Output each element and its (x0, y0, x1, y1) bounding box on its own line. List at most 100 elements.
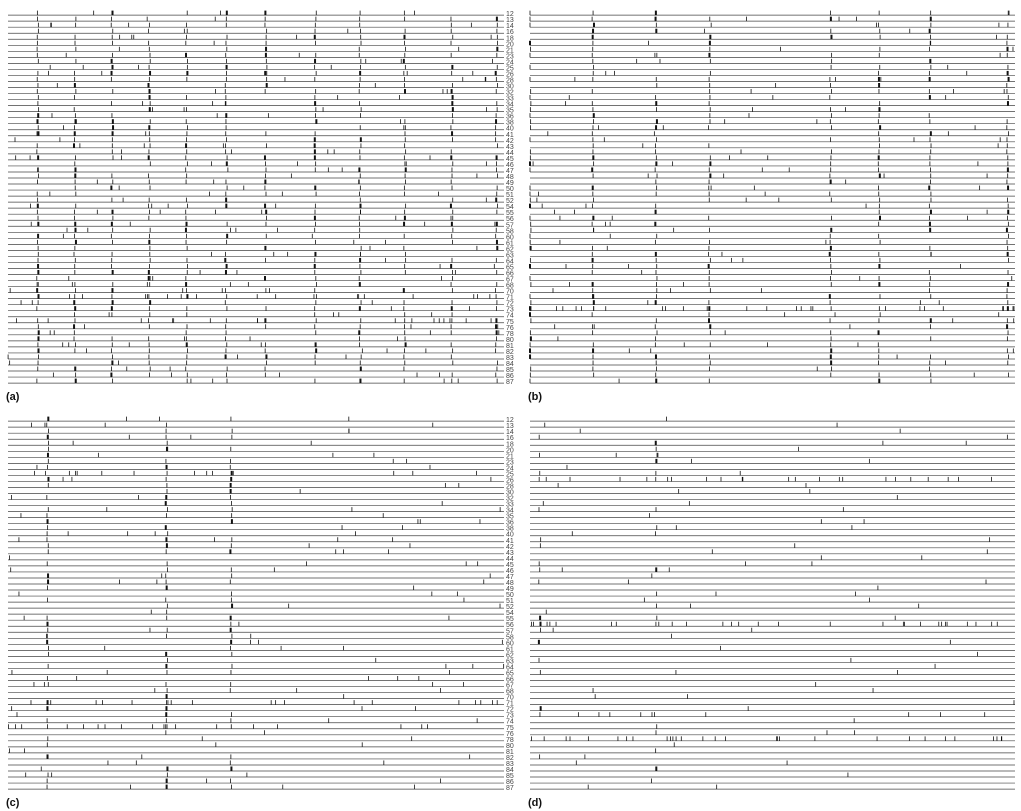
row-label: 73 (506, 307, 514, 314)
row-label: 81 (506, 343, 514, 350)
row-label: 47 (506, 168, 514, 175)
row-label: 21 (506, 47, 514, 54)
row-label: 46 (506, 568, 514, 575)
row-label: 46 (506, 162, 514, 169)
row-label: 14 (506, 23, 514, 30)
raster-panel-b (529, 10, 1015, 384)
raster-panel-a: 1213141618202123242526283032333435363840… (7, 10, 514, 386)
row-label: 26 (506, 71, 514, 78)
row-label: 23 (506, 459, 514, 466)
row-label: 51 (506, 598, 514, 605)
panel-a-label: (a) (6, 391, 20, 403)
row-label: 65 (506, 264, 514, 271)
row-label: 48 (506, 580, 514, 587)
row-label: 68 (506, 283, 514, 290)
row-label: 74 (506, 313, 514, 320)
row-label: 54 (506, 610, 514, 617)
row-label: 83 (506, 355, 514, 362)
row-label: 44 (506, 556, 514, 563)
row-label: 82 (506, 755, 514, 762)
row-label: 85 (506, 773, 514, 780)
row-label: 33 (506, 96, 514, 103)
row-label: 73 (506, 713, 514, 720)
row-label: 23 (506, 53, 514, 60)
row-label: 58 (506, 228, 514, 235)
row-label: 41 (506, 132, 514, 139)
row-label: 42 (506, 544, 514, 551)
row-label: 72 (506, 707, 514, 714)
row-label: 38 (506, 120, 514, 127)
row-label: 35 (506, 514, 514, 521)
row-label: 81 (506, 749, 514, 756)
row-label: 86 (506, 779, 514, 786)
row-label: 49 (506, 586, 514, 593)
row-label: 45 (506, 562, 514, 569)
row-label: 52 (506, 604, 514, 611)
row-label: 43 (506, 550, 514, 557)
row-label: 43 (506, 144, 514, 151)
row-label: 64 (506, 258, 514, 265)
row-label: 34 (506, 102, 514, 109)
row-label: 61 (506, 646, 514, 653)
row-label: 65 (506, 670, 514, 677)
row-label: 78 (506, 737, 514, 744)
row-label: 45 (506, 156, 514, 163)
row-label: 24 (506, 59, 514, 66)
row-label: 87 (506, 785, 514, 792)
row-label: 84 (506, 767, 514, 774)
row-label: 70 (506, 695, 514, 702)
row-label: 87 (506, 379, 514, 386)
row-label: 18 (506, 441, 514, 448)
row-label: 13 (506, 423, 514, 430)
row-label: 80 (506, 337, 514, 344)
row-label: 40 (506, 126, 514, 133)
row-label: 55 (506, 210, 514, 217)
row-label: 47 (506, 574, 514, 581)
raster-panel-c: 1213141618202123242526283032333435363840… (8, 416, 514, 792)
raster-panel-d (530, 416, 1015, 790)
row-label: 36 (506, 114, 514, 121)
row-label: 66 (506, 271, 514, 278)
panel-c-label: (c) (6, 797, 20, 809)
row-label: 51 (506, 192, 514, 199)
row-label: 28 (506, 483, 514, 490)
row-label: 32 (506, 90, 514, 97)
row-label: 67 (506, 277, 514, 284)
row-label: 41 (506, 538, 514, 545)
row-label: 48 (506, 174, 514, 181)
row-label: 30 (506, 84, 514, 91)
row-label: 67 (506, 683, 514, 690)
row-label: 44 (506, 150, 514, 157)
row-label: 13 (506, 17, 514, 24)
row-label: 63 (506, 252, 514, 259)
row-label: 52 (506, 198, 514, 205)
row-label: 58 (506, 634, 514, 641)
row-label: 24 (506, 465, 514, 472)
row-label: 16 (506, 29, 514, 36)
row-label: 18 (506, 35, 514, 42)
row-label: 55 (506, 616, 514, 623)
row-label: 16 (506, 435, 514, 442)
row-label: 54 (506, 204, 514, 211)
row-label: 12 (506, 417, 514, 424)
panel-b-label: (b) (528, 391, 542, 403)
row-label: 40 (506, 532, 514, 539)
row-label: 33 (506, 502, 514, 509)
row-label: 20 (506, 447, 514, 454)
row-label: 62 (506, 652, 514, 659)
row-label: 84 (506, 361, 514, 368)
row-label: 76 (506, 731, 514, 738)
row-label: 86 (506, 373, 514, 380)
row-label: 35 (506, 108, 514, 115)
row-label: 56 (506, 216, 514, 223)
row-label: 14 (506, 429, 514, 436)
row-label: 36 (506, 520, 514, 527)
row-label: 64 (506, 664, 514, 671)
row-label: 34 (506, 508, 514, 515)
row-label: 50 (506, 186, 514, 193)
row-label: 80 (506, 743, 514, 750)
row-label: 25 (506, 65, 514, 72)
row-label: 61 (506, 240, 514, 247)
row-label: 56 (506, 622, 514, 629)
